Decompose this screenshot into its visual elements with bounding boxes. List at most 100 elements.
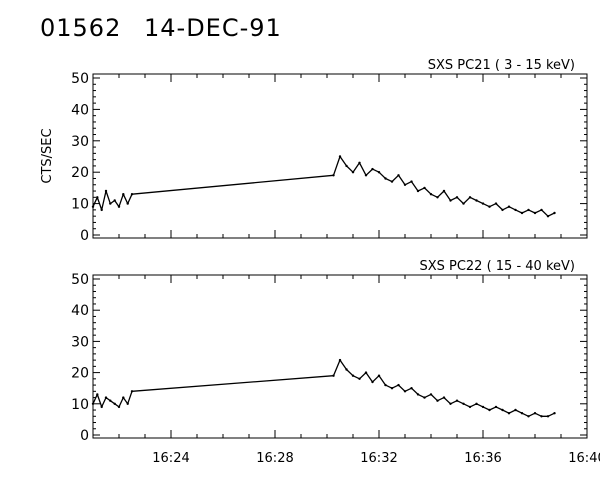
data-point bbox=[481, 202, 485, 205]
data-point bbox=[442, 189, 446, 193]
data-point bbox=[429, 393, 433, 396]
data-point bbox=[410, 387, 413, 390]
y-tick-label: 50 bbox=[71, 272, 89, 288]
data-point bbox=[104, 189, 108, 193]
plot-frame bbox=[92, 73, 588, 239]
data-point bbox=[96, 393, 99, 396]
data-point bbox=[403, 183, 407, 186]
data-point bbox=[533, 211, 537, 215]
y-tick-label: 10 bbox=[71, 197, 89, 213]
data-point bbox=[91, 205, 95, 208]
y-tick-label: 20 bbox=[71, 165, 89, 181]
data-point bbox=[390, 180, 394, 183]
data-point bbox=[377, 171, 381, 174]
data-point bbox=[117, 205, 121, 208]
event-date: 14-DEC-91 bbox=[144, 14, 282, 42]
data-point bbox=[100, 208, 103, 212]
data-point bbox=[475, 199, 478, 202]
x-tick-label: 16:24 bbox=[152, 451, 189, 466]
data-point bbox=[117, 405, 121, 409]
data-point bbox=[455, 196, 459, 199]
data-point bbox=[384, 177, 387, 180]
data-point bbox=[468, 405, 472, 409]
y-tick-label: 50 bbox=[71, 71, 89, 87]
data-point bbox=[358, 161, 361, 164]
y-axis-label: CTS/SEC bbox=[40, 128, 55, 183]
data-point bbox=[397, 383, 400, 387]
data-series-line bbox=[92, 155, 555, 217]
x-tick-label: 16:28 bbox=[256, 451, 293, 466]
data-series-line bbox=[92, 359, 555, 417]
data-point bbox=[488, 408, 491, 412]
data-point bbox=[533, 412, 537, 415]
data-point bbox=[122, 396, 125, 399]
data-point bbox=[109, 202, 112, 205]
data-point bbox=[436, 399, 439, 402]
data-point bbox=[546, 415, 550, 418]
event-id: 01562 bbox=[40, 14, 122, 42]
x-tick-label: 16:32 bbox=[360, 451, 397, 466]
data-point bbox=[91, 402, 95, 405]
x-tick-label: 16:40 bbox=[568, 451, 600, 466]
data-point bbox=[527, 208, 530, 212]
data-point bbox=[455, 399, 459, 402]
data-point bbox=[507, 205, 511, 208]
data-point bbox=[449, 199, 452, 202]
data-point bbox=[475, 402, 478, 405]
data-point bbox=[527, 415, 530, 418]
data-point bbox=[481, 405, 485, 409]
data-point bbox=[436, 196, 439, 199]
data-point bbox=[122, 193, 125, 196]
data-point bbox=[332, 374, 335, 377]
data-point bbox=[358, 377, 361, 380]
y-tick-label: 30 bbox=[71, 334, 89, 350]
data-point bbox=[100, 405, 103, 409]
x-tick-label: 16:36 bbox=[464, 451, 501, 466]
data-point bbox=[423, 186, 426, 190]
data-point bbox=[403, 390, 407, 393]
data-point bbox=[429, 193, 433, 196]
data-point bbox=[364, 371, 368, 374]
data-point bbox=[338, 358, 342, 362]
data-point bbox=[377, 374, 381, 377]
data-point bbox=[416, 189, 420, 193]
data-point bbox=[507, 412, 511, 415]
data-point bbox=[468, 196, 472, 199]
data-point bbox=[390, 387, 394, 390]
data-point bbox=[345, 368, 348, 371]
data-point bbox=[371, 380, 374, 384]
data-point bbox=[109, 399, 112, 402]
data-point bbox=[126, 402, 129, 405]
data-point bbox=[364, 174, 368, 177]
data-point bbox=[540, 208, 543, 212]
data-point bbox=[501, 408, 504, 412]
panel-title: SXS PC22 ( 15 - 40 keV) bbox=[419, 259, 575, 274]
data-point bbox=[345, 164, 348, 168]
data-point bbox=[462, 202, 465, 205]
data-point bbox=[520, 211, 524, 215]
y-tick-label: 40 bbox=[71, 303, 89, 319]
data-point bbox=[553, 211, 556, 215]
data-point bbox=[416, 393, 420, 396]
data-point bbox=[501, 208, 504, 212]
data-point bbox=[553, 412, 556, 415]
data-point bbox=[332, 174, 335, 177]
data-point bbox=[514, 208, 517, 212]
data-point bbox=[449, 402, 452, 405]
data-point bbox=[351, 374, 355, 377]
data-point bbox=[442, 396, 446, 399]
data-point bbox=[130, 390, 134, 393]
data-point bbox=[423, 396, 426, 399]
plot-frame bbox=[92, 274, 588, 439]
data-point bbox=[104, 396, 108, 399]
data-point bbox=[410, 180, 413, 183]
data-point bbox=[462, 402, 465, 405]
data-point bbox=[338, 155, 342, 158]
data-point bbox=[126, 202, 129, 205]
data-point bbox=[540, 415, 543, 418]
data-point bbox=[546, 215, 550, 218]
data-point bbox=[113, 402, 116, 405]
data-point bbox=[494, 202, 498, 205]
panel-title: SXS PC21 ( 3 - 15 keV) bbox=[428, 58, 575, 73]
